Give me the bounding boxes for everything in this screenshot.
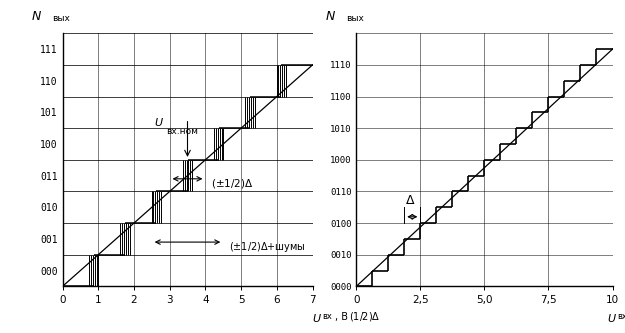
Text: , В: , В [335, 312, 348, 322]
Text: вых: вых [52, 14, 71, 23]
Text: $\Delta$: $\Delta$ [405, 194, 415, 207]
Text: ($\pm$1/2)$\Delta$+шумы: ($\pm$1/2)$\Delta$+шумы [229, 240, 306, 254]
Text: вых: вых [346, 14, 364, 23]
Text: (1/2)$\Delta$: (1/2)$\Delta$ [349, 310, 381, 323]
Text: $N$: $N$ [31, 10, 42, 23]
Text: $U$: $U$ [608, 312, 618, 324]
Text: вх: вх [618, 312, 625, 321]
Text: вх: вх [322, 312, 332, 321]
Text: $N$: $N$ [325, 10, 336, 23]
Text: $U$: $U$ [312, 312, 322, 324]
Text: $U$: $U$ [154, 116, 164, 128]
Text: вх.ном: вх.ном [166, 127, 198, 136]
Text: ($\pm$1/2)$\Delta$: ($\pm$1/2)$\Delta$ [211, 177, 253, 190]
